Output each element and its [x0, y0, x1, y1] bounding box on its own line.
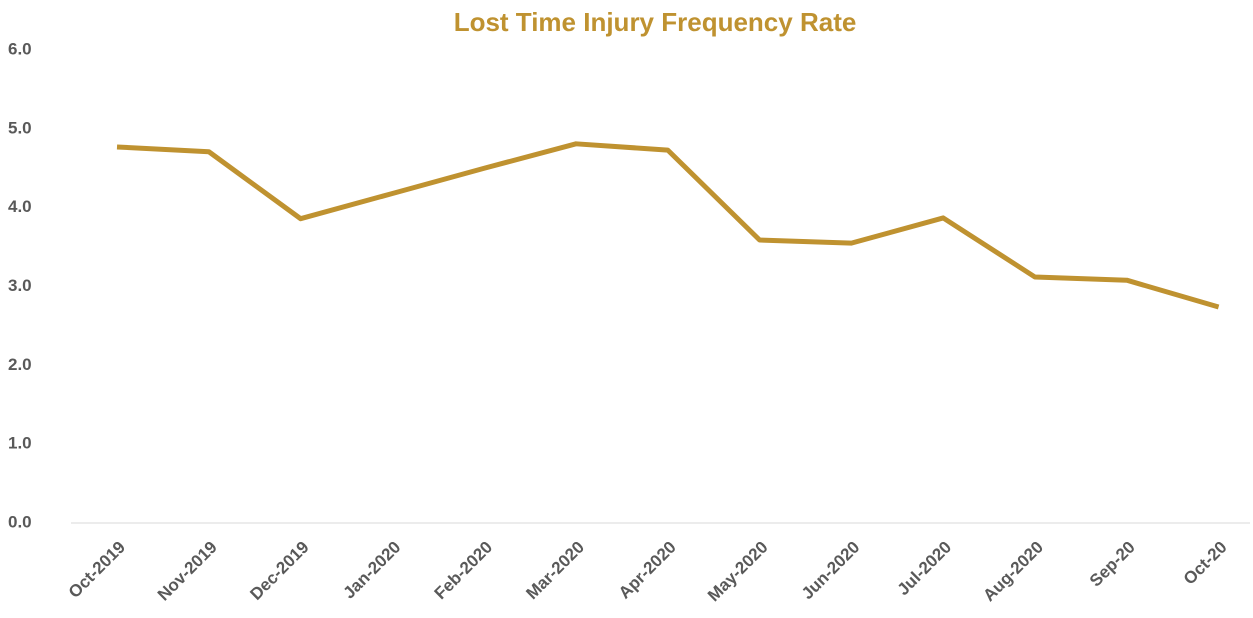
- x-tick-label: Jan-2020: [340, 538, 405, 603]
- x-tick-label: Sep-20: [1086, 538, 1139, 591]
- y-tick-label: 6.0: [8, 39, 32, 58]
- y-tick-label: 3.0: [8, 276, 32, 295]
- x-tick-label: Nov-2019: [154, 538, 221, 605]
- x-tick-label: Oct-20: [1180, 538, 1231, 589]
- x-tick-label: May-2020: [704, 538, 772, 606]
- x-tick-label: Jun-2020: [798, 538, 864, 604]
- chart-title: Lost Time Injury Frequency Rate: [454, 7, 857, 37]
- x-tick-label: Dec-2019: [246, 538, 312, 604]
- x-tick-label: Mar-2020: [522, 538, 588, 604]
- x-tick-label: Aug-2020: [979, 538, 1047, 606]
- y-tick-label: 4.0: [8, 197, 32, 216]
- y-tick-label: 1.0: [8, 434, 32, 453]
- x-tick-label: Feb-2020: [431, 538, 497, 604]
- x-tick-label: Jul-2020: [894, 538, 956, 600]
- y-tick-label: 2.0: [8, 355, 32, 374]
- y-tick-label: 0.0: [8, 512, 32, 531]
- x-tick-label: Oct-2019: [65, 538, 129, 602]
- x-tick-label: Apr-2020: [615, 538, 680, 603]
- data-line: [116, 141, 1220, 310]
- y-tick-label: 5.0: [8, 118, 32, 137]
